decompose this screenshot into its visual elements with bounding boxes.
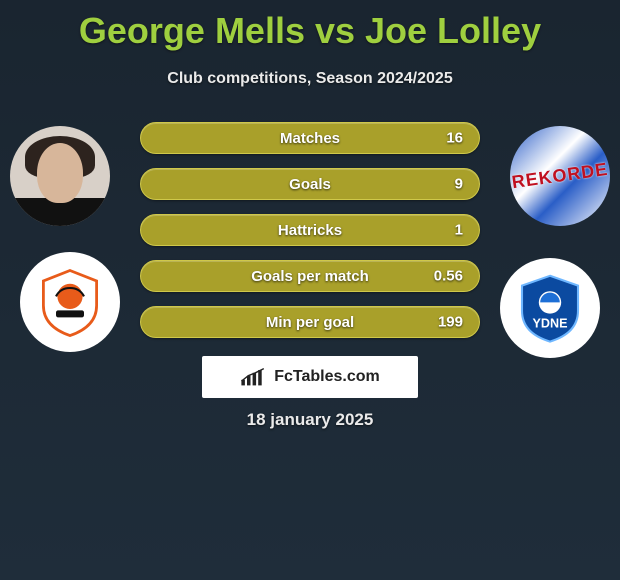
stats-container: Matches 16 Goals 9 Hattricks 1 Goals per… <box>140 122 480 352</box>
stat-row-min-per-goal: Min per goal 199 <box>140 306 480 338</box>
brisbane-roar-icon <box>35 267 105 337</box>
stat-row-matches: Matches 16 <box>140 122 480 154</box>
chart-icon <box>240 367 268 387</box>
stat-label: Min per goal <box>141 314 479 331</box>
subtitle: Club competitions, Season 2024/2025 <box>0 70 620 88</box>
stat-value: 16 <box>446 130 463 147</box>
stat-value: 0.56 <box>434 268 463 285</box>
player-left-avatar <box>10 126 110 226</box>
stat-value: 9 <box>455 176 463 193</box>
shirt-sponsor-text: REKORDE <box>511 159 610 193</box>
page-title: George Mells vs Joe Lolley <box>0 0 620 52</box>
stat-row-hattricks: Hattricks 1 <box>140 214 480 246</box>
stat-label: Goals <box>141 176 479 193</box>
stat-label: Matches <box>141 130 479 147</box>
sydney-fc-icon: YDNE <box>515 273 585 343</box>
date-text: 18 january 2025 <box>0 410 620 430</box>
svg-text:YDNE: YDNE <box>533 317 568 331</box>
club-crest-right: YDNE <box>500 258 600 358</box>
stat-label: Hattricks <box>141 222 479 239</box>
club-crest-left <box>20 252 120 352</box>
stat-label: Goals per match <box>141 268 479 285</box>
stat-value: 1 <box>455 222 463 239</box>
stat-row-goals: Goals 9 <box>140 168 480 200</box>
player-right-avatar: REKORDE <box>510 126 610 226</box>
brand-box[interactable]: FcTables.com <box>202 356 418 398</box>
stat-row-goals-per-match: Goals per match 0.56 <box>140 260 480 292</box>
brand-text: FcTables.com <box>274 368 380 386</box>
stat-value: 199 <box>438 314 463 331</box>
